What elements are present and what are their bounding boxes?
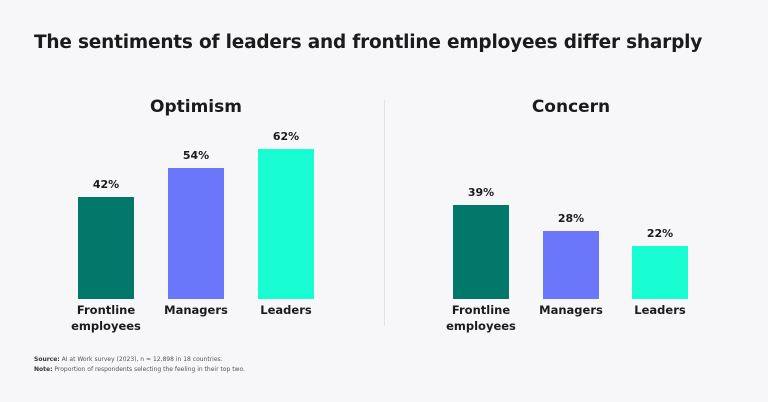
chart-title: Optimism: [150, 97, 242, 117]
value-label: 22%: [646, 226, 674, 240]
value-label: 62%: [272, 129, 300, 143]
bar: [258, 148, 314, 299]
note: Source: AI at Work survey (2023), n = 12…: [34, 356, 223, 363]
page-title: The sentiments of leaders and frontline …: [34, 32, 703, 53]
value-label: 54%: [182, 149, 210, 163]
category-label: Leaders: [634, 303, 686, 317]
note-label: Note:: [34, 366, 53, 373]
category-label: Managers: [164, 303, 228, 317]
category-label: Leaders: [260, 303, 312, 317]
bar: [453, 204, 509, 299]
value-label: 42%: [92, 178, 120, 192]
note: Note: Proportion of respondents selectin…: [34, 366, 245, 373]
bar: [543, 231, 599, 299]
note-text: AI at Work survey (2023), n = 12,898 in …: [61, 356, 223, 363]
divider: [384, 100, 385, 326]
value-label: 28%: [557, 212, 585, 226]
chart-title: Concern: [531, 97, 611, 117]
bar: [78, 197, 134, 299]
category-label: Frontline employees: [446, 303, 516, 333]
category-label: Frontline employees: [71, 303, 141, 333]
note-text: Proportion of respondents selecting the …: [54, 366, 245, 373]
bar: [632, 245, 688, 299]
bar: [168, 168, 224, 299]
note-label: Source:: [34, 356, 60, 363]
value-label: 39%: [467, 185, 495, 199]
category-label: Managers: [539, 303, 603, 317]
